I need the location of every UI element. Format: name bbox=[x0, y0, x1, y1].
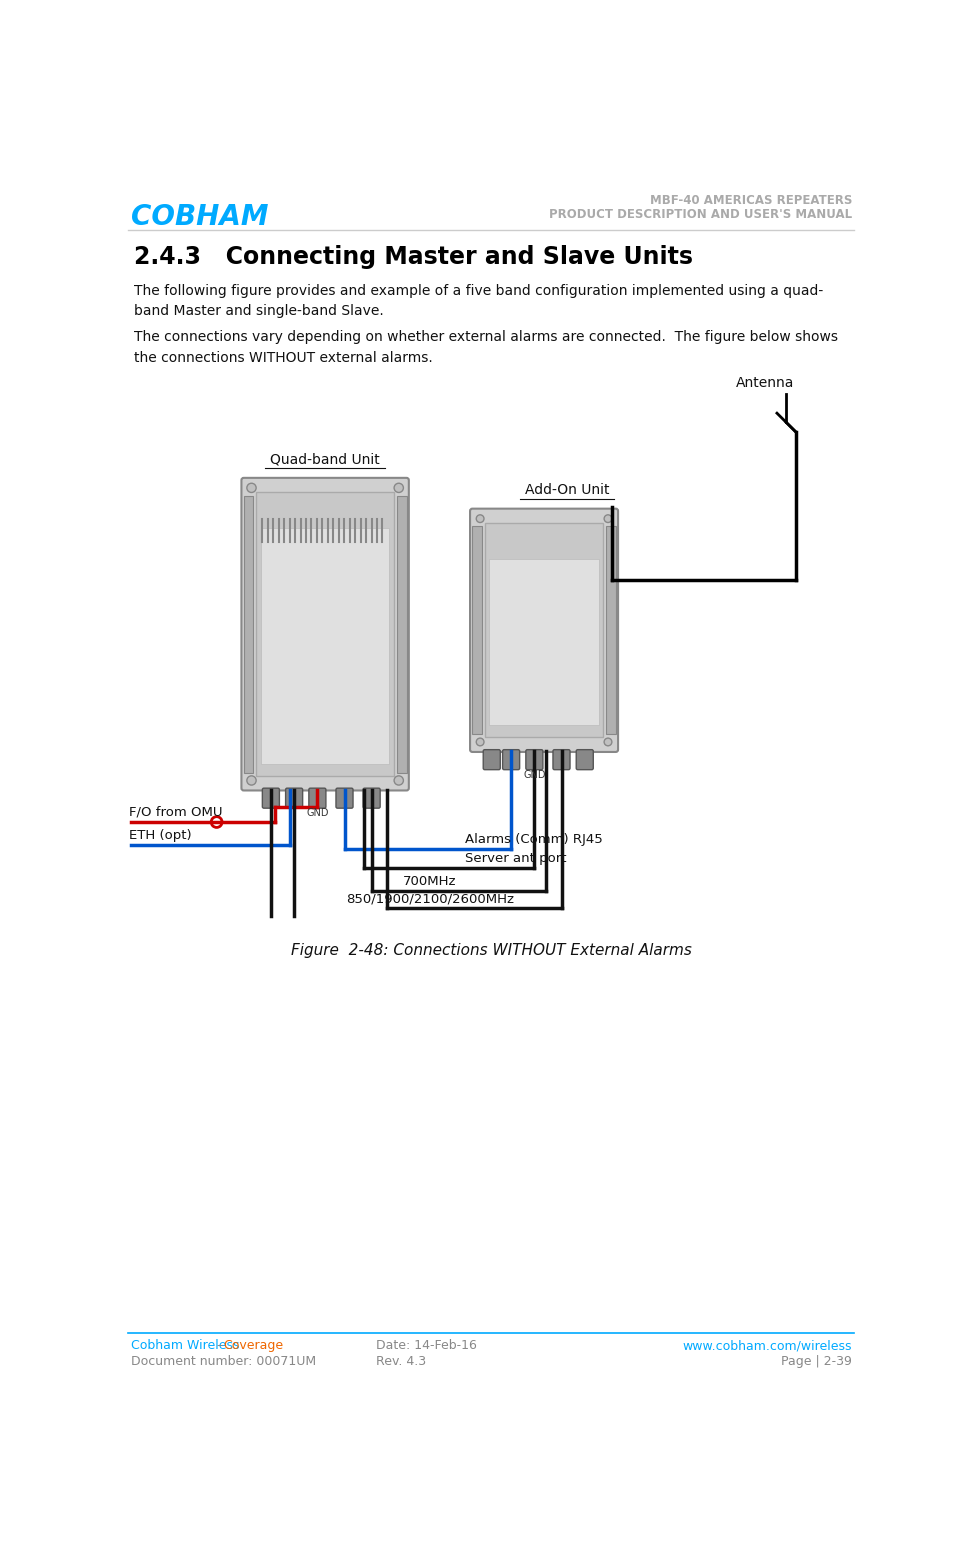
Bar bbox=[243, 495, 253, 772]
Text: ETH (opt): ETH (opt) bbox=[129, 828, 192, 842]
FancyBboxPatch shape bbox=[576, 750, 593, 769]
Text: GND: GND bbox=[523, 769, 546, 780]
Bar bbox=[261, 528, 390, 763]
Text: Server ant port: Server ant port bbox=[465, 852, 566, 866]
FancyBboxPatch shape bbox=[262, 788, 280, 808]
FancyBboxPatch shape bbox=[363, 788, 380, 808]
Circle shape bbox=[604, 514, 612, 522]
Text: 850/1900/2100/2600MHz: 850/1900/2100/2600MHz bbox=[346, 892, 513, 905]
Circle shape bbox=[394, 483, 403, 492]
Text: 700MHz: 700MHz bbox=[403, 875, 457, 888]
Text: COBHAM: COBHAM bbox=[131, 203, 269, 231]
Bar bbox=[472, 527, 482, 735]
FancyBboxPatch shape bbox=[483, 750, 500, 769]
Text: Add-On Unit: Add-On Unit bbox=[525, 483, 609, 497]
Bar bbox=[398, 495, 406, 772]
Text: Coverage: Coverage bbox=[223, 1339, 283, 1352]
Text: Cobham Wireless: Cobham Wireless bbox=[131, 1339, 240, 1352]
Circle shape bbox=[476, 738, 484, 746]
Circle shape bbox=[247, 483, 256, 492]
FancyBboxPatch shape bbox=[336, 788, 354, 808]
FancyBboxPatch shape bbox=[503, 750, 519, 769]
Text: Rev. 4.3: Rev. 4.3 bbox=[376, 1355, 425, 1368]
Circle shape bbox=[604, 738, 612, 746]
Bar bbox=[256, 492, 394, 775]
Text: F/O from OMU: F/O from OMU bbox=[129, 807, 222, 819]
Text: MBF-40 AMERICAS REPEATERS: MBF-40 AMERICAS REPEATERS bbox=[650, 194, 852, 206]
Text: Page | 2-39: Page | 2-39 bbox=[782, 1355, 852, 1368]
Text: –: – bbox=[213, 1339, 227, 1352]
Text: Alarms (Comm) RJ45: Alarms (Comm) RJ45 bbox=[465, 833, 603, 846]
Text: 2.4.3   Connecting Master and Slave Units: 2.4.3 Connecting Master and Slave Units bbox=[134, 245, 693, 269]
Text: GND: GND bbox=[307, 808, 329, 817]
Bar bbox=[490, 558, 599, 725]
Text: Document number: 00071UM: Document number: 00071UM bbox=[131, 1355, 316, 1368]
Bar bbox=[606, 527, 616, 735]
Text: The following figure provides and example of a five band configuration implement: The following figure provides and exampl… bbox=[134, 284, 823, 319]
FancyBboxPatch shape bbox=[470, 508, 618, 752]
Text: Figure  2-48: Connections WITHOUT External Alarms: Figure 2-48: Connections WITHOUT Externa… bbox=[291, 942, 693, 958]
FancyBboxPatch shape bbox=[526, 750, 543, 769]
FancyBboxPatch shape bbox=[553, 750, 570, 769]
Text: www.cobham.com/wireless: www.cobham.com/wireless bbox=[683, 1339, 852, 1352]
Text: Quad-band Unit: Quad-band Unit bbox=[270, 452, 380, 466]
Circle shape bbox=[394, 775, 403, 785]
Text: Antenna: Antenna bbox=[736, 377, 794, 391]
Bar bbox=[485, 524, 604, 738]
FancyBboxPatch shape bbox=[285, 788, 303, 808]
FancyBboxPatch shape bbox=[308, 788, 326, 808]
Circle shape bbox=[247, 775, 256, 785]
FancyBboxPatch shape bbox=[241, 478, 409, 791]
Text: PRODUCT DESCRIPTION AND USER'S MANUAL: PRODUCT DESCRIPTION AND USER'S MANUAL bbox=[549, 208, 852, 220]
Text: The connections vary depending on whether external alarms are connected.  The fi: The connections vary depending on whethe… bbox=[134, 330, 837, 364]
Text: Date: 14-Feb-16: Date: 14-Feb-16 bbox=[376, 1339, 476, 1352]
Circle shape bbox=[476, 514, 484, 522]
